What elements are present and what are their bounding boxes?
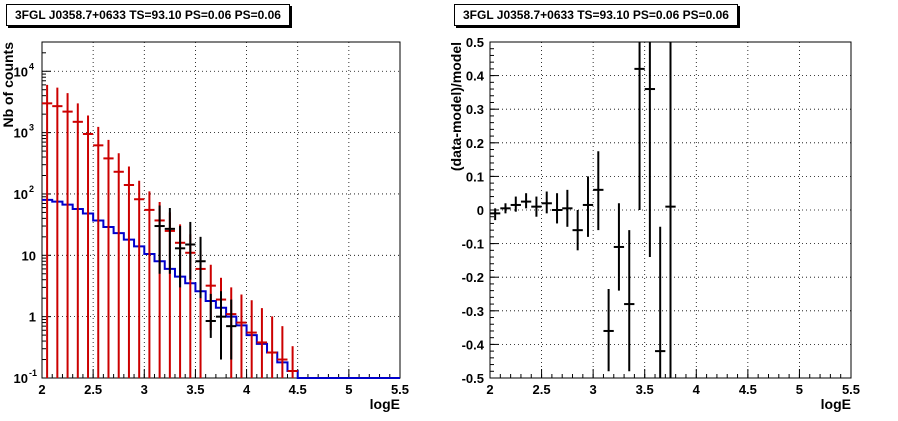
- y-tick-label: 0.5: [466, 35, 484, 50]
- data-point: [164, 208, 175, 274]
- data-point: [62, 93, 73, 378]
- data-point: [52, 87, 63, 378]
- data-point: [205, 293, 216, 338]
- residuals-plot: 2 2.5 3 3.5 4 4.5 5 5.5 -0.5 -0.4 -0.3 -0.2 -0.1 0 0.1…: [448, 35, 860, 412]
- residual-point: [603, 288, 614, 372]
- residual-point: [644, 42, 656, 258]
- x-tick-label: 3: [141, 382, 148, 397]
- residual-point: [593, 151, 604, 231]
- y-tick-exponent: 3: [29, 123, 34, 133]
- data-point: [144, 191, 155, 378]
- residual-point: [531, 196, 542, 217]
- y-tick-label: -0.1: [462, 237, 484, 252]
- data-point: [113, 153, 124, 378]
- y-tick-exponent: 2: [29, 184, 34, 194]
- residual-point: [520, 193, 532, 209]
- residual-point: [490, 208, 501, 221]
- y-tick-exponent: 4: [29, 61, 34, 71]
- residual-point: [541, 191, 552, 214]
- data-point: [134, 180, 145, 378]
- x-tick-label: 5.5: [842, 382, 860, 397]
- x-tick-label: 4: [243, 382, 251, 397]
- y-tick-label: 0: [477, 203, 484, 218]
- data-point: [195, 236, 206, 299]
- residual-point: [562, 189, 573, 227]
- y-tick-label: -0.4: [462, 337, 485, 352]
- y-tick-label: 0.3: [466, 102, 484, 117]
- y-tick-label: -0.3: [462, 304, 484, 319]
- x-tick-label: 2.5: [533, 382, 551, 397]
- y-tick-label: 10: [22, 248, 36, 263]
- y-tick-label: 10: [14, 371, 28, 386]
- residual-point: [510, 196, 521, 212]
- x-axis-label: logE: [821, 396, 851, 412]
- data-point: [185, 221, 196, 280]
- x-tick-label: 2: [486, 382, 493, 397]
- y-tick-label: -0.5: [462, 371, 484, 386]
- residual-point: [551, 193, 563, 224]
- data-point: [93, 126, 104, 378]
- data-point: [42, 84, 53, 378]
- y-tick-label: 0.1: [466, 169, 484, 184]
- data-point: [246, 300, 257, 378]
- residual-point: [613, 203, 625, 291]
- data-point: [82, 115, 94, 378]
- x-tick-label: 5: [345, 382, 352, 397]
- data-point: [154, 205, 165, 274]
- data-point: [72, 103, 83, 378]
- data-point: [226, 299, 237, 360]
- y-axis-label: (data-model)/model: [448, 42, 464, 171]
- data-point: [103, 139, 114, 378]
- y-tick-exponent: -1: [29, 368, 37, 378]
- y-tick-label: 10: [14, 126, 28, 141]
- data-point: [287, 346, 298, 378]
- residual-point: [582, 176, 594, 237]
- data-point: [267, 316, 278, 378]
- x-tick-label: 2: [38, 382, 45, 397]
- data-point: [277, 326, 288, 378]
- data-point: [236, 294, 247, 378]
- y-tick-label: 1: [29, 310, 36, 325]
- residual-point: [665, 42, 676, 378]
- residuals-plot-title: 3FGL J0358.7+0633 TS=93.10 PS=0.06 PS=0.…: [454, 4, 738, 26]
- x-tick-label: 2.5: [84, 382, 102, 397]
- x-tick-label: 4.5: [289, 382, 307, 397]
- y-tick-label: -0.2: [462, 270, 484, 285]
- y-tick-label: 10: [14, 64, 28, 79]
- x-tick-label: 5: [796, 382, 803, 397]
- data-point: [215, 291, 227, 360]
- data-point: [123, 166, 135, 378]
- x-axis-label: logE: [370, 396, 400, 412]
- y-axis-label: Nb of counts: [0, 42, 16, 128]
- x-tick-label: 3: [590, 382, 597, 397]
- residual-point: [500, 203, 511, 214]
- residual-point: [634, 42, 645, 210]
- data-point: [174, 226, 186, 288]
- x-tick-label: 4: [693, 382, 701, 397]
- y-tick-label: 0.2: [466, 136, 484, 151]
- counts-plot-title: 3FGL J0358.7+0633 TS=93.10 PS=0.06 PS=0.…: [6, 4, 290, 26]
- y-tick-label: 0.4: [466, 69, 485, 84]
- y-tick-label: 10: [14, 187, 28, 202]
- residual-point: [655, 226, 666, 378]
- x-tick-label: 3.5: [636, 382, 654, 397]
- data-point: [256, 308, 268, 378]
- x-tick-label: 5.5: [391, 382, 409, 397]
- residual-point: [572, 210, 583, 251]
- x-tick-label: 4.5: [739, 382, 757, 397]
- residual-point: [624, 230, 635, 372]
- x-tick-label: 3.5: [186, 382, 204, 397]
